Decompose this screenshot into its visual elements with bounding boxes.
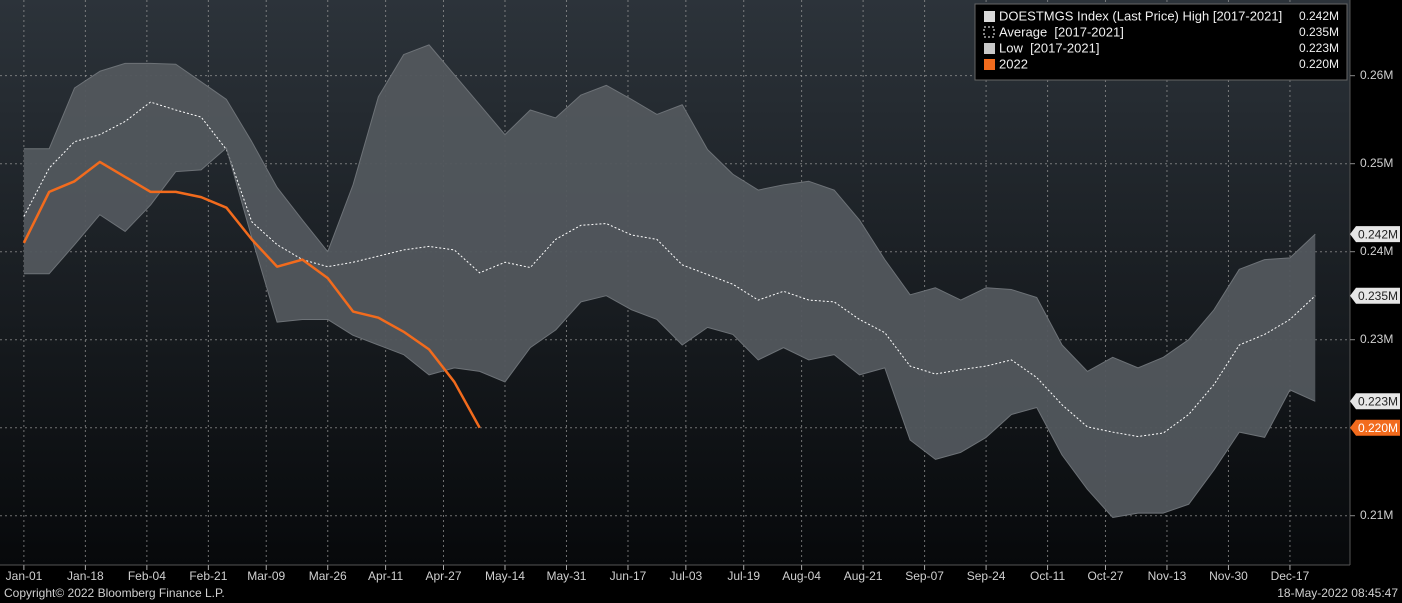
x-tick-label: May-14 (485, 569, 525, 583)
x-tick-label: Aug-21 (844, 569, 883, 583)
x-tick-label: Feb-04 (128, 569, 166, 583)
y-tick-label: 0.24M (1360, 244, 1393, 258)
x-tick-label: Aug-04 (782, 569, 821, 583)
footer-copyright: Copyright© 2022 Bloomberg Finance L.P. (4, 586, 225, 600)
last-value-label: 0.235M (1358, 289, 1398, 303)
legend-label: 2022 (999, 56, 1028, 71)
x-tick-label: May-31 (546, 569, 586, 583)
x-tick-label: Feb-21 (189, 569, 227, 583)
y-tick-label: 0.26M (1360, 68, 1393, 82)
last-value-tag (1350, 419, 1400, 436)
legend-label: DOESTMGS Index (Last Price) High [2017-2… (999, 8, 1282, 23)
x-tick-label: Jan-18 (67, 569, 104, 583)
line-current (22, 160, 481, 429)
legend-swatch (984, 11, 995, 22)
x-tick-label: Dec-17 (1271, 569, 1310, 583)
x-tick-label: Nov-13 (1148, 569, 1187, 583)
last-value-tag (1350, 393, 1400, 410)
legend-label: Average [2017-2021] (999, 24, 1124, 39)
x-tick-label: Apr-27 (425, 569, 461, 583)
x-tick-label: Apr-11 (368, 569, 403, 583)
x-tick-label: Oct-11 (1030, 569, 1065, 583)
footer-timestamp: 18-May-2022 08:45:47 (1277, 586, 1398, 600)
legend-value: 0.223M (1299, 41, 1339, 55)
x-tick-label: Mar-26 (309, 569, 347, 583)
last-value-label: 0.242M (1358, 227, 1398, 241)
last-value-tag (1350, 226, 1400, 243)
x-tick-label: Jul-19 (727, 569, 760, 583)
legend-box (974, 3, 1348, 81)
legend-value: 0.220M (1299, 57, 1339, 71)
line-high (23, 44, 1316, 372)
range-band (23, 44, 1316, 518)
x-tick-label: Sep-07 (905, 569, 944, 583)
legend-value: 0.235M (1299, 25, 1339, 39)
legend-value: 0.242M (1299, 9, 1339, 23)
last-value-label: 0.223M (1358, 394, 1398, 408)
last-value-label: 0.220M (1358, 421, 1398, 435)
legend-swatch (984, 43, 995, 54)
x-tick-label: Jun-17 (610, 569, 647, 583)
legend-swatch (984, 59, 995, 70)
x-tick-label: Oct-27 (1087, 569, 1123, 583)
legend-label: Low [2017-2021] (999, 40, 1099, 55)
y-tick-label: 0.25M (1360, 156, 1393, 170)
y-tick-label: 0.23M (1360, 332, 1393, 346)
x-tick-label: Sep-24 (967, 569, 1006, 583)
last-value-tag (1350, 287, 1400, 304)
x-tick-label: Mar-09 (247, 569, 285, 583)
legend-swatch (983, 26, 995, 38)
x-tick-label: Jan-01 (6, 569, 43, 583)
y-tick-label: 0.21M (1360, 508, 1393, 522)
x-tick-label: Nov-30 (1209, 569, 1248, 583)
x-tick-label: Jul-03 (670, 569, 703, 583)
line-low (23, 147, 1316, 518)
